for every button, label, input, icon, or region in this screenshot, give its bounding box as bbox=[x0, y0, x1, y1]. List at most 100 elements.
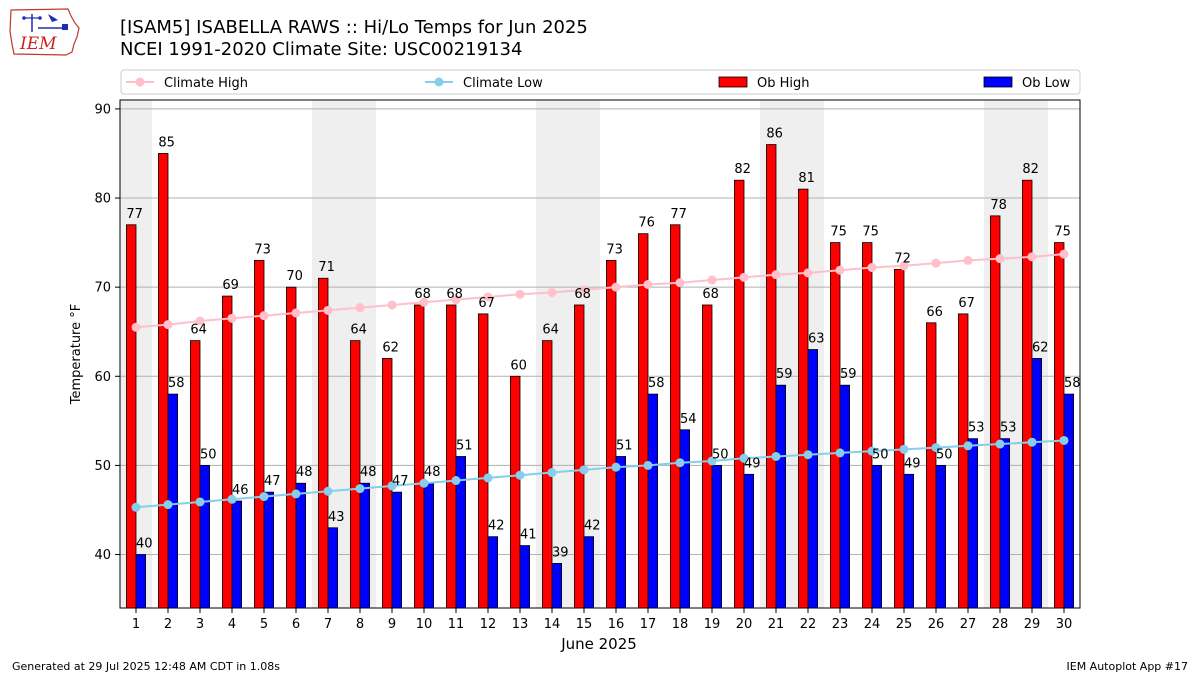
ob-low-label-day-16: 51 bbox=[616, 438, 633, 453]
ob-high-label-day-24: 75 bbox=[862, 225, 879, 240]
x-tick-label-28: 28 bbox=[992, 617, 1009, 632]
ob-high-label-day-12: 67 bbox=[478, 296, 495, 311]
ob-low-bar-day-6 bbox=[295, 482, 307, 609]
x-tick-label-9: 9 bbox=[388, 617, 396, 632]
climate-high-point-day-24 bbox=[867, 263, 877, 273]
ob-low-bar-day-21 bbox=[775, 384, 787, 609]
ob-low-label-day-24: 50 bbox=[872, 447, 889, 462]
ob-high-label-day-20: 82 bbox=[734, 162, 751, 177]
ob-low-label-day-10: 48 bbox=[424, 465, 441, 480]
ob-low-label-day-15: 42 bbox=[584, 519, 601, 534]
climate-high-point-day-20 bbox=[739, 272, 749, 282]
climate-high-point-day-17 bbox=[643, 279, 653, 289]
ob-low-label-day-4: 46 bbox=[232, 483, 249, 498]
ob-high-label-day-22: 81 bbox=[798, 171, 815, 186]
data-labels: 77 40 85 58 64 50 69 46 73 47 70 48 71 43 64 48 62 47 68 48… bbox=[126, 127, 1080, 561]
climate-high-point-day-8 bbox=[355, 303, 365, 313]
ob-high-label-day-7: 71 bbox=[318, 260, 335, 275]
x-tick-label-2: 2 bbox=[164, 617, 172, 632]
legend-label-ob-high: Ob High bbox=[757, 76, 810, 91]
ob-high-label-day-5: 73 bbox=[254, 242, 271, 257]
y-axis: 40 50 60 70 80 90 bbox=[94, 102, 120, 563]
x-tick-label-26: 26 bbox=[928, 617, 945, 632]
y-axis-label: Temperature °F bbox=[69, 304, 84, 405]
ob-high-bar-day-24 bbox=[862, 242, 873, 609]
ob-low-label-day-25: 49 bbox=[904, 456, 921, 471]
x-tick-label-11: 11 bbox=[448, 617, 465, 632]
ob-low-label-day-18: 54 bbox=[680, 412, 697, 427]
climate-low-point-day-24 bbox=[867, 446, 877, 456]
climate-low-point-day-6 bbox=[291, 489, 301, 499]
x-tick-label-22: 22 bbox=[800, 617, 817, 632]
climate-high-point-day-21 bbox=[771, 270, 781, 280]
climate-high-point-day-12 bbox=[483, 292, 493, 302]
x-tick-label-3: 3 bbox=[196, 617, 204, 632]
logo-text: IEM bbox=[19, 34, 57, 54]
climate-high-point-day-15 bbox=[579, 285, 589, 295]
climate-low-point-day-10 bbox=[419, 478, 429, 488]
climate-low-point-day-7 bbox=[323, 486, 333, 496]
climate-high-point-day-2 bbox=[163, 320, 173, 330]
y-tick-label-70: 70 bbox=[94, 281, 111, 296]
ob-high-bar-day-8 bbox=[349, 340, 361, 609]
ob-low-bar-day-13 bbox=[519, 545, 531, 609]
climate-high-line bbox=[135, 253, 1065, 329]
x-tick-label-27: 27 bbox=[960, 617, 977, 632]
ob-low-bar-day-16 bbox=[615, 456, 627, 609]
ob-low-label-day-19: 50 bbox=[712, 447, 729, 462]
ob-high-bar-day-21 bbox=[766, 144, 777, 609]
y-tick-label-50: 50 bbox=[94, 459, 111, 474]
ob-high-bar-day-11 bbox=[445, 304, 457, 609]
x-tick-label-6: 6 bbox=[292, 617, 300, 632]
ob-high-label-day-17: 76 bbox=[638, 216, 655, 231]
climate-low-line bbox=[135, 439, 1065, 509]
climate-low-point-day-8 bbox=[355, 484, 365, 494]
ob-low-label-day-1: 40 bbox=[136, 537, 153, 552]
ob-low-bar-day-29 bbox=[1031, 358, 1043, 609]
ob-low-label-day-5: 47 bbox=[264, 474, 281, 489]
climate-high-point-day-10 bbox=[419, 297, 429, 307]
ob-low-label-day-22: 63 bbox=[808, 332, 825, 347]
ob-low-bar-day-10 bbox=[423, 482, 435, 609]
x-tick-label-1: 1 bbox=[132, 617, 140, 632]
ob-low-label-day-29: 62 bbox=[1032, 340, 1049, 355]
ob-high-bar-day-30 bbox=[1054, 242, 1065, 609]
ob-low-bar-day-26 bbox=[935, 465, 947, 609]
ob-low-bar-day-22 bbox=[807, 349, 819, 609]
ob-high-label-day-25: 72 bbox=[894, 251, 911, 266]
legend-marker-climate-high bbox=[135, 77, 145, 87]
ob-low-label-day-6: 48 bbox=[296, 465, 313, 480]
ob-high-label-day-29: 82 bbox=[1022, 162, 1039, 177]
ob-high-label-day-4: 69 bbox=[222, 278, 239, 293]
x-tick-label-12: 12 bbox=[480, 617, 497, 632]
ob-low-bar-day-17 bbox=[647, 393, 659, 609]
climate-low-point-day-11 bbox=[451, 476, 461, 486]
y-tick-label-80: 80 bbox=[94, 192, 111, 207]
climate-low-point-day-15 bbox=[579, 465, 589, 475]
ob-low-bar-day-15 bbox=[583, 536, 595, 609]
ob-low-label-day-23: 59 bbox=[840, 367, 857, 382]
ob-high-bar-day-20 bbox=[734, 179, 745, 609]
ob-low-label-day-11: 51 bbox=[456, 438, 473, 453]
x-axis: 1 2 3 4 5 6 7 8 9 10 11 12 13 14 15 16 17 18 19 20 21 22 23 24 2… bbox=[132, 608, 1072, 632]
ob-low-bar-day-7 bbox=[327, 527, 339, 609]
ob-low-label-day-8: 48 bbox=[360, 465, 377, 480]
x-tick-label-19: 19 bbox=[704, 617, 721, 632]
climate-high-point-day-4 bbox=[227, 313, 237, 323]
climate-low-point-day-17 bbox=[643, 460, 653, 470]
x-tick-label-16: 16 bbox=[608, 617, 625, 632]
ob-low-bar-day-19 bbox=[711, 465, 723, 609]
ob-low-bar-day-28 bbox=[999, 438, 1011, 609]
legend-label-climate-high: Climate High bbox=[164, 76, 248, 91]
climate-high-point-day-18 bbox=[675, 278, 685, 288]
ob-low-label-day-9: 47 bbox=[392, 474, 409, 489]
ob-high-label-day-21: 86 bbox=[766, 127, 783, 142]
ob-high-bar-day-29 bbox=[1022, 179, 1033, 609]
ob-low-label-day-26: 50 bbox=[936, 447, 953, 462]
ob-high-bar-day-27 bbox=[958, 313, 969, 609]
legend-swatch-ob-low bbox=[983, 76, 1013, 88]
ob-low-bar-day-20 bbox=[743, 473, 755, 609]
climate-low-point-day-27 bbox=[963, 441, 973, 451]
ob-high-bar-day-6 bbox=[285, 286, 297, 609]
ob-high-bar-day-15 bbox=[574, 304, 585, 609]
